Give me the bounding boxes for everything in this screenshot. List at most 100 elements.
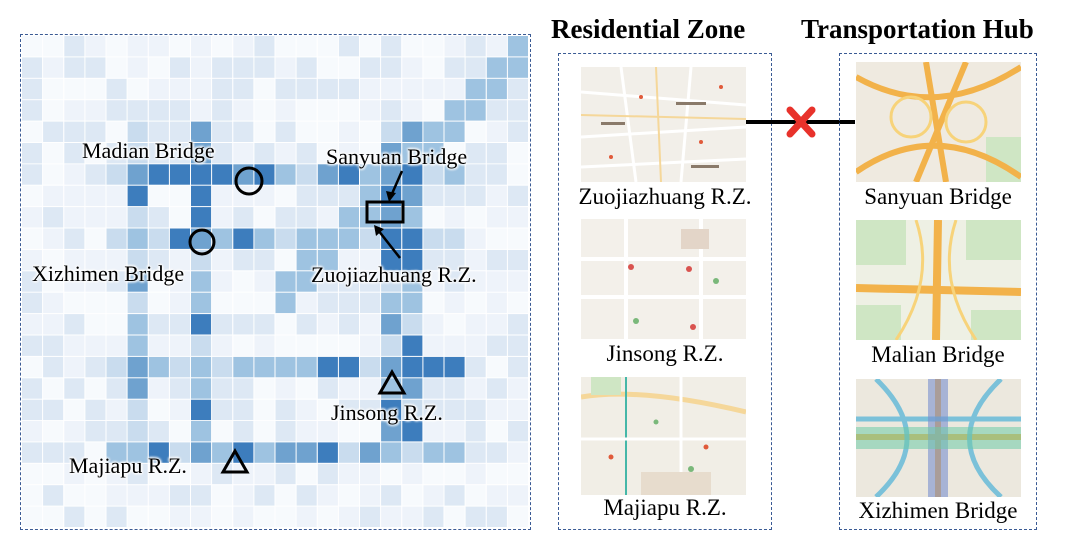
heatmap-cell bbox=[423, 378, 444, 399]
heatmap-cell bbox=[381, 314, 402, 335]
heatmap-cell bbox=[148, 36, 169, 57]
heatmap-cell bbox=[381, 228, 402, 249]
heatmap-cell bbox=[127, 228, 148, 249]
heatmap-cell bbox=[338, 228, 359, 249]
heatmap-cell bbox=[486, 356, 507, 378]
transport-map-thumb-1 bbox=[856, 62, 1021, 182]
heatmap-cell bbox=[212, 335, 233, 356]
heatmap-cell bbox=[423, 356, 444, 378]
heatmap-cell bbox=[381, 143, 402, 164]
heatmap-cell bbox=[43, 442, 64, 463]
heatmap-cell bbox=[148, 78, 169, 100]
heatmap-cell bbox=[444, 292, 465, 314]
heatmap-cell bbox=[338, 207, 359, 228]
heatmap-cell bbox=[127, 335, 148, 356]
heatmap-cell bbox=[212, 292, 233, 314]
heatmap-cell bbox=[64, 36, 85, 57]
heatmap-cell bbox=[148, 506, 169, 527]
heatmap-cell bbox=[106, 399, 127, 421]
heatmap-cell bbox=[338, 421, 359, 442]
heatmap-cell bbox=[423, 228, 444, 249]
heatmap-cell bbox=[275, 271, 296, 292]
heatmap-cell bbox=[212, 463, 233, 485]
heatmap-cell bbox=[64, 78, 85, 100]
heatmap-cell bbox=[465, 314, 486, 335]
heatmap-cell bbox=[233, 100, 254, 121]
heatmap-cell bbox=[169, 228, 190, 249]
heatmap-cell bbox=[381, 506, 402, 527]
heatmap-cell bbox=[106, 100, 127, 121]
heatmap-cell bbox=[43, 506, 64, 527]
heatmap-cell bbox=[254, 57, 275, 78]
caption-zuojiazhuang: Zuojiazhuang R.Z. bbox=[578, 184, 752, 209]
heatmap-cell bbox=[127, 57, 148, 78]
heatmap-cell bbox=[423, 143, 444, 164]
heatmap-cell bbox=[127, 121, 148, 142]
heatmap-cell bbox=[402, 506, 423, 527]
heatmap-cell bbox=[402, 463, 423, 485]
heatmap-cell bbox=[317, 228, 338, 249]
heatmap-cell bbox=[444, 121, 465, 142]
heatmap-cell bbox=[233, 335, 254, 356]
heatmap-cell bbox=[507, 442, 528, 463]
heatmap-cell bbox=[191, 271, 212, 292]
heatmap-cell bbox=[233, 421, 254, 442]
heatmap-cell bbox=[212, 100, 233, 121]
heatmap-cell bbox=[296, 314, 317, 335]
heatmap-cell bbox=[465, 421, 486, 442]
heatmap-cell bbox=[127, 421, 148, 442]
heatmap-cell bbox=[486, 421, 507, 442]
heatmap-cell bbox=[254, 100, 275, 121]
heatmap-cell bbox=[317, 421, 338, 442]
heatmap-cell bbox=[43, 421, 64, 442]
heatmap-cell bbox=[191, 506, 212, 527]
heatmap-cell bbox=[148, 271, 169, 292]
heatmap-cell bbox=[402, 143, 423, 164]
heatmap-cell bbox=[317, 314, 338, 335]
heatmap-cell bbox=[275, 143, 296, 164]
heatmap-cell bbox=[169, 335, 190, 356]
heatmap-cell bbox=[169, 399, 190, 421]
heatmap-cell bbox=[43, 164, 64, 185]
heatmap-cell bbox=[444, 335, 465, 356]
heatmap-cell bbox=[338, 164, 359, 185]
caption-sanyuan-bridge: Sanyuan Bridge bbox=[864, 184, 1012, 209]
heatmap-cell bbox=[381, 463, 402, 485]
heatmap-cell bbox=[338, 57, 359, 78]
heatmap-cell bbox=[507, 57, 528, 78]
heatmap-cell bbox=[22, 228, 43, 249]
heatmap-cell bbox=[127, 164, 148, 185]
heatmap-cell bbox=[486, 378, 507, 399]
heatmap-cell bbox=[423, 185, 444, 207]
heatmap-cell bbox=[360, 378, 381, 399]
heatmap-cell bbox=[465, 57, 486, 78]
heatmap-cell bbox=[22, 506, 43, 527]
heatmap-cell bbox=[507, 399, 528, 421]
heatmap-cell bbox=[486, 314, 507, 335]
heatmap-cell bbox=[148, 314, 169, 335]
heatmap-cell bbox=[64, 271, 85, 292]
heatmap-cell bbox=[275, 78, 296, 100]
heatmap-cell bbox=[465, 78, 486, 100]
heatmap-cell bbox=[402, 121, 423, 142]
heatmap-cell bbox=[169, 356, 190, 378]
heatmap-cell bbox=[465, 228, 486, 249]
heatmap-cell bbox=[381, 57, 402, 78]
heatmap-cell bbox=[233, 314, 254, 335]
heatmap-cell bbox=[507, 36, 528, 57]
heatmap-cell bbox=[85, 335, 106, 356]
heatmap-cell bbox=[85, 78, 106, 100]
heatmap-cell bbox=[64, 485, 85, 506]
heatmap-cell bbox=[317, 121, 338, 142]
heatmap-cell bbox=[191, 36, 212, 57]
heatmap-cell bbox=[507, 228, 528, 249]
heatmap-cell bbox=[127, 100, 148, 121]
heatmap-cell bbox=[212, 442, 233, 463]
heatmap-cell bbox=[296, 207, 317, 228]
heatmap-cell bbox=[106, 57, 127, 78]
heatmap-cell bbox=[444, 421, 465, 442]
heatmap-cell bbox=[296, 399, 317, 421]
heatmap-cell bbox=[106, 143, 127, 164]
heatmap-cell bbox=[148, 399, 169, 421]
heatmap-cell bbox=[22, 121, 43, 142]
